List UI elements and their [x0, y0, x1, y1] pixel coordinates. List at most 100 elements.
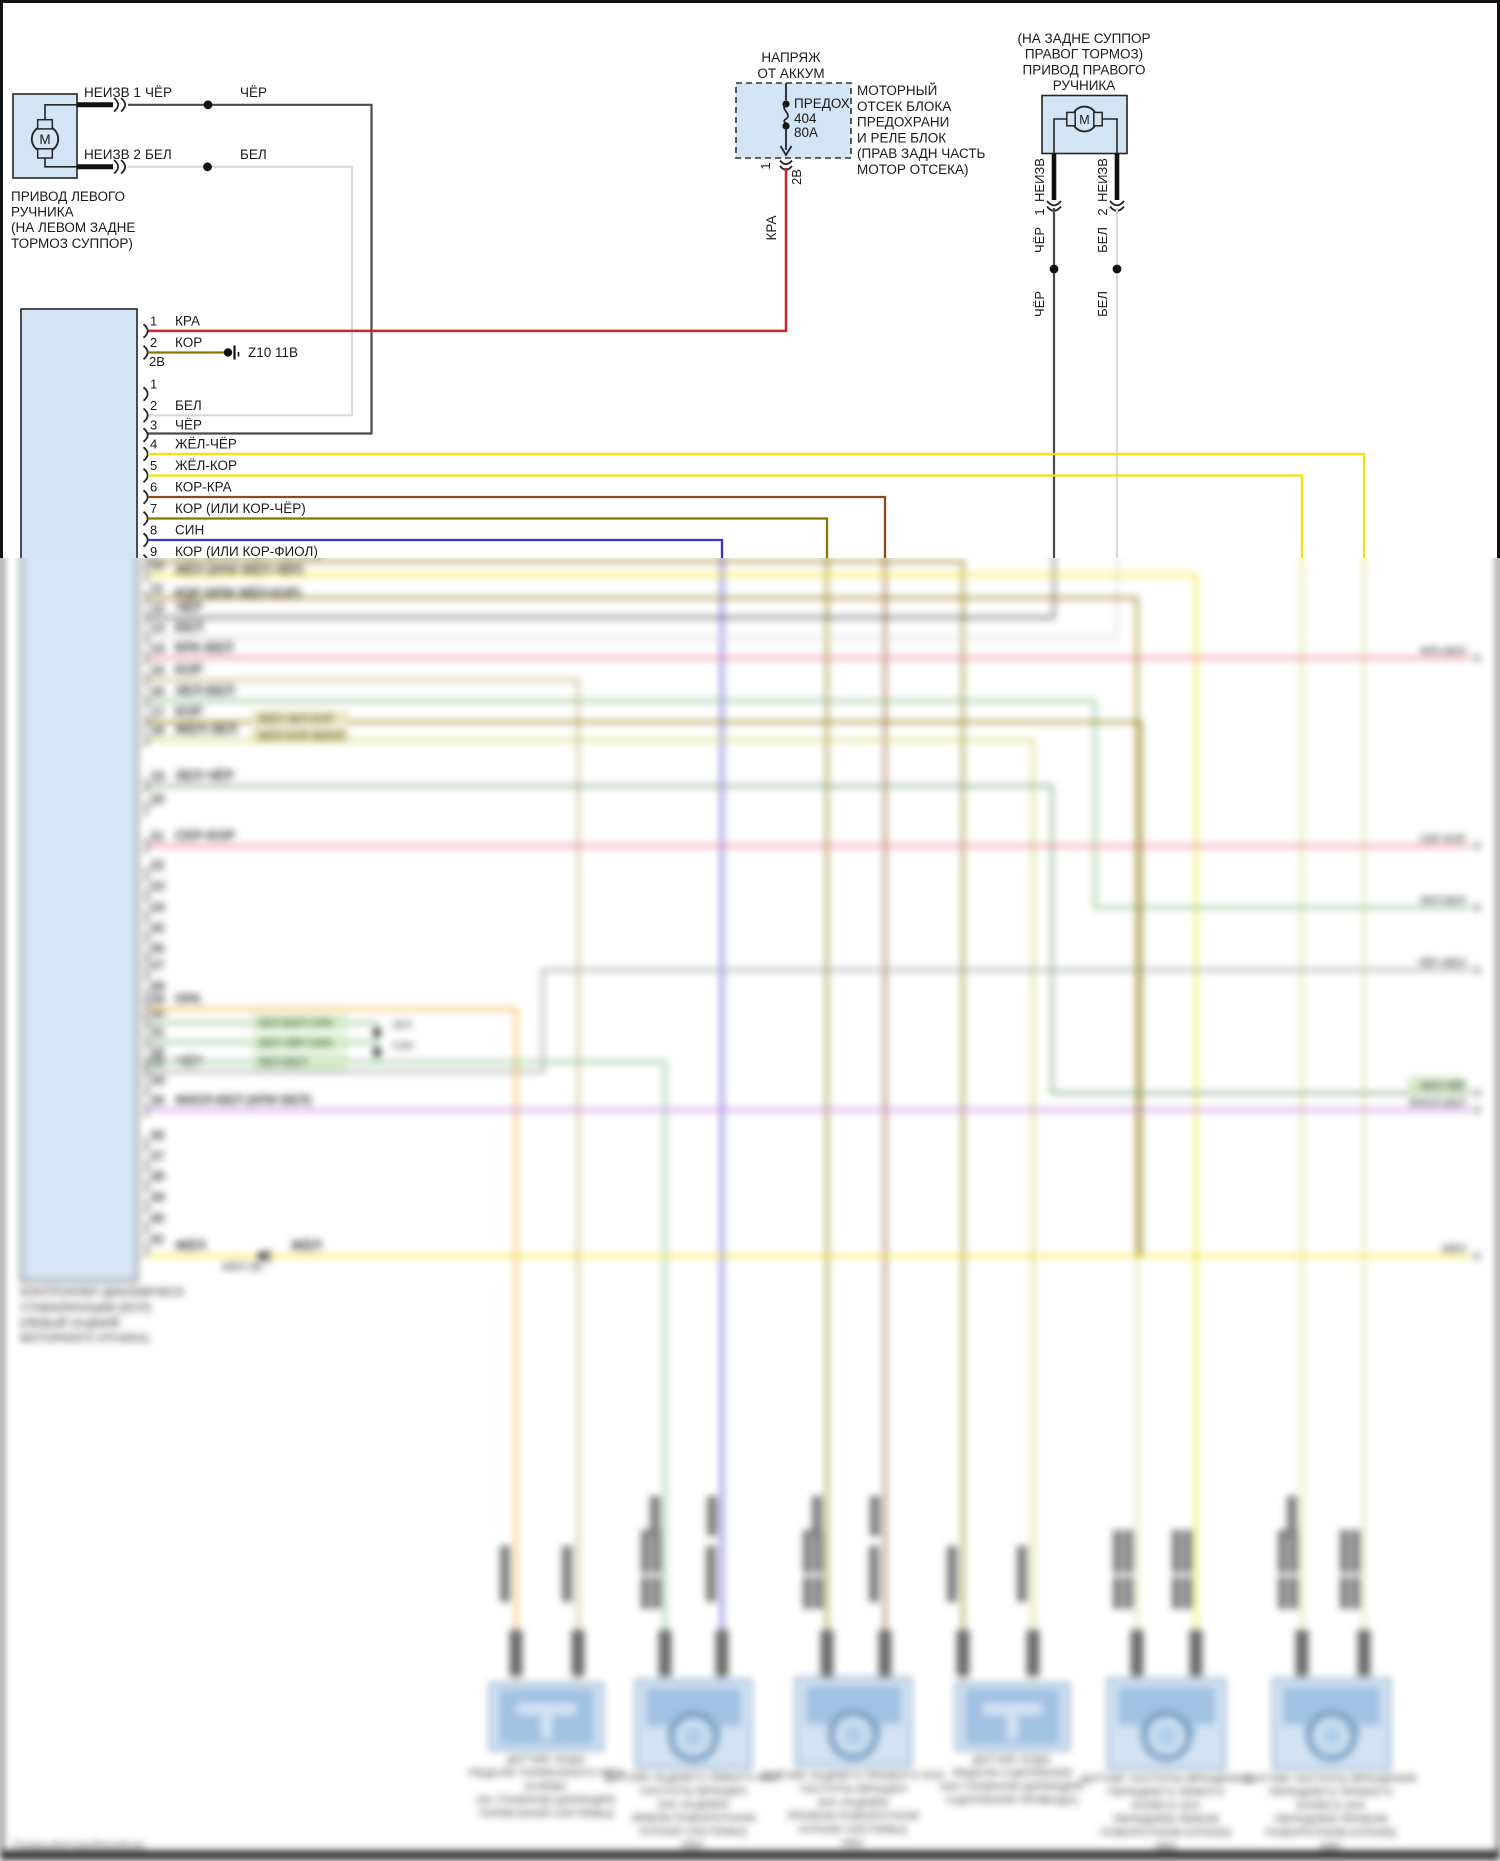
svg-text:ПРИВОД ЛЕВОГО: ПРИВОД ЛЕВОГО: [11, 189, 125, 204]
svg-text:ЗЕЛ-БЕЛ: ЗЕЛ-БЕЛ: [1420, 895, 1466, 907]
svg-text:4: 4: [150, 437, 157, 452]
svg-text:ЗЕЛ-ЧЁР: ЗЕЛ-ЧЁР: [1420, 1079, 1466, 1092]
svg-text:ЧЁР: ЧЁР: [145, 85, 172, 100]
svg-text:СИН: СИН: [392, 1041, 414, 1052]
svg-text:34: 34: [150, 1073, 165, 1088]
svg-text:ЗЕЛ-БЕЛ: ЗЕЛ-БЕЛ: [175, 683, 235, 698]
svg-text:КОР (ИЛИ КОР-ФИОЛ): КОР (ИЛИ КОР-ФИОЛ): [175, 558, 321, 559]
svg-text:КОЛЕСА (НА: КОЛЕСА (НА: [1297, 1800, 1365, 1812]
svg-text:38: 38: [150, 1169, 164, 1184]
svg-text:КУЛАКЕ СИСТЕМЫ): КУЛАКЕ СИСТЕМЫ): [639, 1826, 747, 1838]
svg-text:ЗЕЛ-БЕЛ: ЗЕЛ-БЕЛ: [258, 1057, 307, 1069]
svg-text:КРА-БЕЛ: КРА-БЕЛ: [175, 640, 233, 655]
svg-text:ЖЁЛ 2В: ЖЁЛ 2В: [221, 1260, 263, 1273]
svg-text:ФИОЛ-БЕЛ (ИЛИ БЕЛ): ФИОЛ-БЕЛ (ИЛИ БЕЛ): [175, 1093, 311, 1107]
svg-text:ЧЁР: ЧЁР: [1032, 227, 1047, 253]
svg-text:ЖЁЛ: ЖЁЛ: [290, 1238, 322, 1253]
svg-text:19: 19: [150, 769, 164, 784]
svg-text:1: 1: [758, 162, 773, 169]
svg-text:ЖЁЛ (ИЛИ ЖЁЛ-ЧЁР): ЖЁЛ (ИЛИ ЖЁЛ-ЧЁР): [174, 562, 304, 577]
svg-text:ОТ АККУМ: ОТ АККУМ: [757, 66, 824, 81]
svg-text:ЧЁР: ЧЁР: [175, 600, 203, 615]
svg-text:НЕИЗВ 1: НЕИЗВ 1: [84, 85, 141, 100]
svg-text:15: 15: [150, 663, 164, 678]
svg-text:ЛЕВОМ ПОВОРОТНОМ: ЛЕВОМ ПОВОРОТНОМ: [631, 1813, 755, 1825]
svg-text:ЧЁР: ЧЁР: [175, 418, 202, 433]
svg-text:ТОРМОЗНОЙ СИСТЕМЫ): ТОРМОЗНОЙ СИСТЕМЫ): [478, 1807, 614, 1820]
svg-text:БЕЛ: БЕЛ: [1095, 227, 1110, 253]
svg-text:ПЕРЕДНЕМ ПРАВОМ: ПЕРЕДНЕМ ПРАВОМ: [1275, 1814, 1388, 1826]
svg-text:40: 40: [150, 1211, 164, 1226]
svg-text:35: 35: [150, 1093, 164, 1108]
svg-text:17: 17: [150, 705, 164, 720]
svg-text:29: 29: [150, 992, 164, 1007]
svg-text:10: 10: [150, 558, 164, 573]
svg-text:ЗЕЛ-ЧЁР: ЗЕЛ-ЧЁР: [175, 768, 234, 783]
svg-text:41: 41: [150, 1232, 164, 1247]
svg-text:КОР (ИЛИ ЖЁЛ-КОР): КОР (ИЛИ ЖЁЛ-КОР): [175, 585, 301, 600]
svg-text:ОТСЕК БЛОКА: ОТСЕК БЛОКА: [857, 99, 951, 114]
svg-text:23: 23: [150, 879, 164, 894]
svg-text:СТАБИЛИЗАЦИИ (ЕСП): СТАБИЛИЗАЦИИ (ЕСП): [20, 1302, 151, 1314]
svg-text:КОЛЕСА (НА: КОЛЕСА (НА: [1132, 1800, 1200, 1812]
svg-text:ЖЁЛ ЗЕЛ КОР: ЖЁЛ ЗЕЛ КОР: [257, 713, 334, 726]
svg-text:13: 13: [150, 620, 164, 635]
svg-text:И РЕЛЕ БЛОК: И РЕЛЕ БЛОК: [857, 130, 946, 145]
svg-text:КОР: КОР: [175, 662, 203, 677]
svg-text:404: 404: [794, 111, 817, 126]
svg-text:36: 36: [150, 1128, 164, 1143]
svg-text:ДАТЧИК ЧАСТОТЫ ВРАЩЕНИЯ: ДАТЧИК ЧАСТОТЫ ВРАЩЕНИЯ: [1081, 1773, 1252, 1785]
svg-text:ЖЁЛ-ЧЁР: ЖЁЛ-ЧЁР: [175, 437, 237, 452]
svg-text:20: 20: [150, 792, 164, 807]
svg-text:14: 14: [150, 641, 165, 656]
svg-text:КОНТРОЛЛЕР ДИНАМИЧЕСК: КОНТРОЛЛЕР ДИНАМИЧЕСК: [20, 1287, 185, 1299]
svg-text:АБС: АБС: [841, 1838, 865, 1850]
svg-text:3: 3: [150, 418, 157, 433]
svg-text:9: 9: [150, 558, 157, 559]
svg-text:28: 28: [150, 979, 164, 994]
svg-text:ОРА: ОРА: [175, 992, 201, 1006]
svg-text:22: 22: [150, 858, 164, 873]
svg-text:(НА ГЛАВНОМ ЦИЛИНДРЕ: (НА ГЛАВНОМ ЦИЛИНДРЕ: [941, 1781, 1084, 1793]
svg-text:ТОРМОЗ СУППОР): ТОРМОЗ СУППОР): [11, 236, 133, 251]
svg-text:2: 2: [150, 335, 157, 350]
svg-text:ЖЁЛ: ЖЁЛ: [174, 1238, 206, 1253]
svg-text:ЗЕЛ: ЗЕЛ: [392, 1020, 412, 1031]
svg-text:11: 11: [150, 581, 164, 596]
svg-text:КОР-КРА: КОР-КРА: [175, 480, 232, 495]
svg-text:ДАТЧИК ХОДА: ДАТЧИК ХОДА: [973, 1754, 1052, 1766]
svg-text:ЗЕЛ ЧЁР СИН: ЗЕЛ ЧЁР СИН: [258, 1037, 332, 1050]
svg-text:ПЕРЕДНЕГО ПРАВОГО: ПЕРЕДНЕГО ПРАВОГО: [1269, 1787, 1393, 1799]
svg-text:НЕИЗВ: НЕИЗВ: [1032, 158, 1047, 202]
svg-text:ПРЕДОХ: ПРЕДОХ: [794, 96, 850, 111]
svg-text:ДАТЧИК ЗАДНЕГО ЛЕВОГО КОЛ: ДАТЧИК ЗАДНЕГО ЛЕВОГО КОЛ: [605, 1772, 780, 1784]
svg-text:9: 9: [150, 544, 157, 558]
svg-text:БЕЛ: БЕЛ: [240, 147, 267, 162]
svg-text:ЧАСТОТЫ ВРАЩЕН: ЧАСТОТЫ ВРАЩЕН: [639, 1786, 746, 1798]
svg-text:ДАТЧИК ХОДА: ДАТЧИК ХОДА: [507, 1754, 586, 1766]
svg-text:ДАТЧИК ЗАДНЕГО ПРАВОГО КОЛ: ДАТЧИК ЗАДНЕГО ПРАВОГО КОЛ: [762, 1770, 944, 1782]
svg-text:27: 27: [150, 958, 164, 973]
svg-text:1: 1: [150, 314, 157, 329]
svg-text:ФИОЛ-БЕЛ: ФИОЛ-БЕЛ: [1409, 1097, 1466, 1109]
svg-text:НЕИЗВ 2: НЕИЗВ 2: [84, 147, 141, 162]
svg-text:ПРАВОМ ПОВОРОТНОМ: ПРАВОМ ПОВОРОТНОМ: [787, 1811, 918, 1823]
svg-text:(НА ЗАДНЕ СУППОР: (НА ЗАДНЕ СУППОР: [1017, 31, 1150, 46]
svg-text:31: 31: [150, 1025, 164, 1040]
svg-text:2В: 2В: [149, 354, 165, 369]
svg-text:5: 5: [150, 458, 157, 473]
svg-text:ПРИВОД ПРАВОГО: ПРИВОД ПРАВОГО: [1023, 62, 1146, 77]
svg-text:БЕЛ: БЕЛ: [175, 620, 203, 635]
svg-text:24: 24: [150, 900, 165, 915]
svg-text:ДАТЧИК ЧАСТОТЫ ВРАЩЕНИЯ: ДАТЧИК ЧАСТОТЫ ВРАЩЕНИЯ: [1246, 1773, 1417, 1785]
svg-text:КРА: КРА: [764, 216, 779, 241]
svg-text:СхемыАвтомобилей.ру: СхемыАвтомобилей.ру: [12, 1840, 146, 1852]
svg-text:1: 1: [150, 377, 157, 392]
svg-text:ЖЁЛ-КОР: ЖЁЛ-КОР: [175, 458, 237, 473]
svg-text:МОТОР ОТСЕКА): МОТОР ОТСЕКА): [857, 162, 969, 177]
svg-text:(СЛЕВА: (СЛЕВА: [525, 1781, 567, 1793]
svg-text:ЧАСТОТЫ ВРАЩЕН: ЧАСТОТЫ ВРАЩЕН: [799, 1784, 906, 1796]
svg-text:НА ГЛАВНОМ ЦИЛИНДРЕ: НА ГЛАВНОМ ЦИЛИНДРЕ: [476, 1795, 615, 1807]
svg-text:(ПРАВ ЗАДН ЧАСТЬ: (ПРАВ ЗАДН ЧАСТЬ: [857, 146, 986, 161]
svg-text:21: 21: [150, 829, 164, 844]
